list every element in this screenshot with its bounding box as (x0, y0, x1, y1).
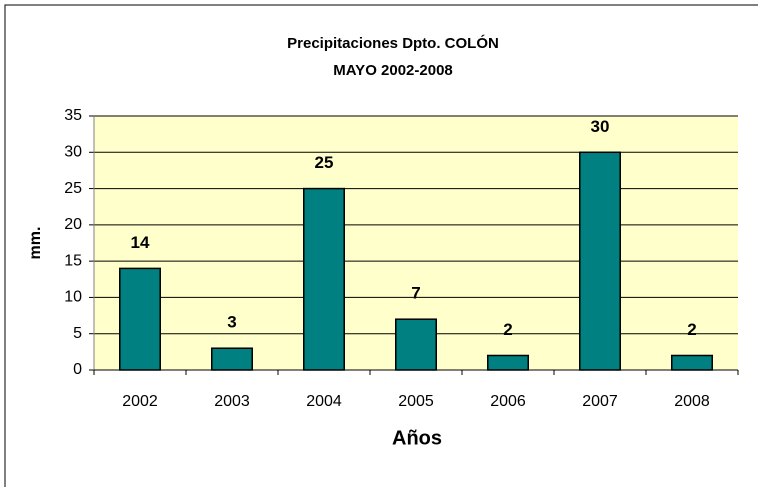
x-tick-label: 2004 (306, 393, 342, 410)
x-tick-label: 2008 (674, 393, 710, 410)
data-label: 2 (503, 320, 512, 339)
chart-title: Precipitaciones Dpto. COLÓN (287, 34, 499, 52)
x-tick-label: 2006 (490, 393, 526, 410)
y-tick-label: 35 (64, 107, 82, 124)
bar (211, 347, 253, 371)
y-tick-label: 0 (73, 361, 82, 378)
y-tick-label: 25 (64, 180, 82, 197)
bar (395, 318, 437, 371)
chart-subtitle: MAYO 2002-2008 (333, 62, 453, 79)
data-label: 25 (315, 153, 334, 172)
data-label: 3 (227, 313, 236, 332)
y-tick-label: 20 (64, 216, 82, 233)
data-label: 30 (591, 117, 610, 136)
x-tick-label: 2003 (214, 393, 250, 410)
y-tick-label: 5 (73, 325, 82, 342)
y-tick-label: 10 (64, 289, 82, 306)
bar (303, 187, 345, 371)
data-label: 14 (131, 233, 150, 252)
x-axis-label: Años (392, 427, 442, 449)
bar (487, 354, 529, 371)
y-tick-label: 15 (64, 252, 82, 269)
x-tick-label: 2002 (122, 393, 158, 410)
y-tick-label: 30 (64, 144, 82, 161)
bar (119, 267, 161, 371)
bar (671, 354, 713, 371)
x-tick-label: 2005 (398, 393, 434, 410)
y-axis-label: mm. (27, 227, 44, 260)
data-label: 7 (411, 284, 420, 303)
data-label: 2 (687, 320, 696, 339)
bar (579, 151, 621, 371)
x-tick-label: 2007 (582, 393, 618, 410)
